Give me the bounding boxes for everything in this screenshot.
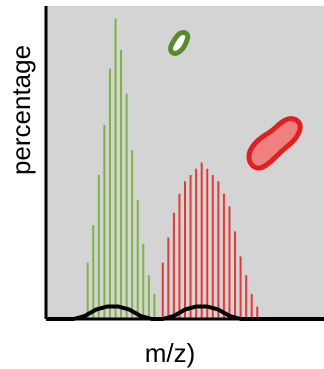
series-0 <box>86 18 156 319</box>
series-1 <box>161 162 259 319</box>
x-axis-label: m/z) <box>145 338 196 368</box>
y-axis-label: percentage <box>6 45 36 175</box>
red-blob-icon <box>246 116 303 171</box>
green-blob-icon <box>168 30 191 56</box>
series-layer <box>86 18 259 319</box>
